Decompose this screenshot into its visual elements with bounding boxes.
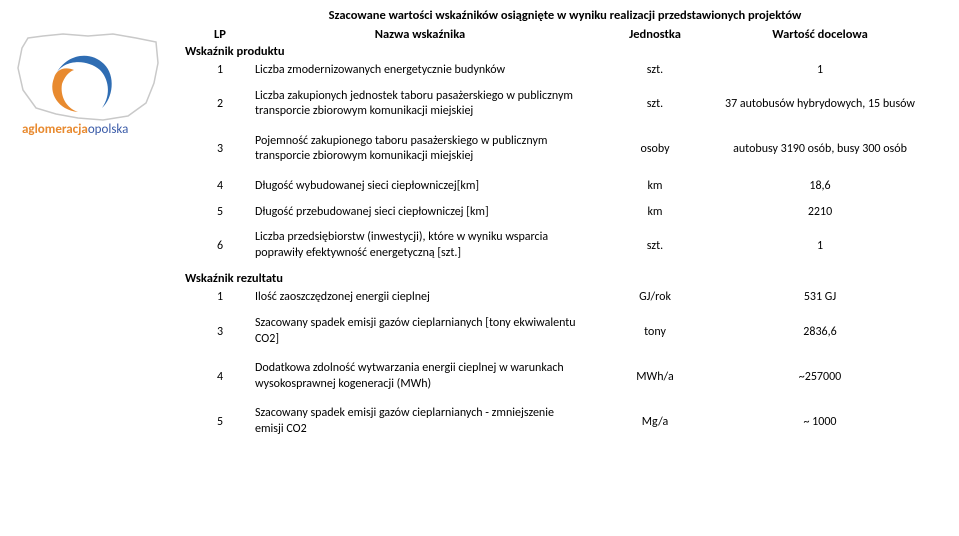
cell-val: 1 [715,239,925,253]
cell-lp: 6 [185,239,255,253]
cell-lp: 4 [185,370,255,384]
header-name: Nazwa wskaźnika [255,27,595,42]
cell-unit: szt. [595,63,715,77]
cell-lp: 5 [185,205,255,219]
table-row: 5 Długość przebudowanej sieci ciepłownic… [185,205,945,221]
logo-label: aglomeracjaopolska [22,122,128,137]
cell-name: Liczba zakupionych jednostek taboru pasa… [255,89,595,120]
cell-unit: szt. [595,97,715,111]
cell-val: 1 [715,63,925,77]
table-row: 1 Ilość zaoszczędzonej energii cieplnej … [185,290,945,306]
logo-label-orange: aglomeracja [22,122,88,137]
cell-name: Długość wybudowanej sieci ciepłowniczej[… [255,179,595,195]
cell-name: Ilość zaoszczędzonej energii cieplnej [255,290,595,306]
cell-val: 2210 [715,205,925,219]
cell-unit: szt. [595,239,715,253]
cell-unit: tony [595,325,715,339]
table-row: 4 Długość wybudowanej sieci ciepłownicze… [185,179,945,195]
cell-unit: osoby [595,142,715,156]
cell-val: 531 GJ [715,290,925,304]
cell-unit: km [595,179,715,193]
table-row: 2 Liczba zakupionych jednostek taboru pa… [185,89,945,120]
header-lp: LP [185,27,255,42]
page-title: Szacowane wartości wskaźników osiągnięte… [185,8,945,23]
cell-unit: MWh/a [595,370,715,384]
content: Szacowane wartości wskaźników osiągnięte… [185,8,945,452]
map-outline [18,34,158,120]
table-row: 4 Dodatkowa zdolność wytwarzania energii… [185,361,945,392]
cell-unit: km [595,205,715,219]
cell-name: Szacowany spadek emisji gazów cieplarnia… [255,406,595,437]
cell-lp: 3 [185,325,255,339]
table-row: 1 Liczba zmodernizowanych energetycznie … [185,63,945,79]
logo-label-blue: opolska [88,122,129,137]
table-row: 3 Szacowany spadek emisji gazów cieplarn… [185,316,945,347]
cell-name: Długość przebudowanej sieci ciepłownicze… [255,205,595,221]
cell-lp: 4 [185,179,255,193]
cell-val: ~257000 [715,370,925,384]
cell-lp: 1 [185,290,255,304]
cell-val: 18,6 [715,179,925,193]
table-header: LP Nazwa wskaźnika Jednostka Wartość doc… [185,27,945,42]
cell-name: Liczba przedsiębiorstw (inwestycji), któ… [255,230,595,261]
swoosh-blue [56,56,112,108]
cell-val: 2836,6 [715,325,925,339]
cell-unit: Mg/a [595,415,715,429]
cell-name: Pojemność zakupionego taboru pasażerskie… [255,134,595,165]
section-result: Wskaźnik rezultatu [185,271,945,286]
table-row: 5 Szacowany spadek emisji gazów cieplarn… [185,406,945,437]
cell-val: autobusy 3190 osób, busy 300 osób [715,142,925,156]
cell-name: Dodatkowa zdolność wytwarzania energii c… [255,361,595,392]
cell-lp: 2 [185,97,255,111]
header-unit: Jednostka [595,27,715,42]
cell-val: ~ 1000 [715,415,925,429]
cell-val: 37 autobusów hybrydowych, 15 busów [715,97,925,111]
logo: aglomeracjaopolska [8,28,178,148]
table-row: 6 Liczba przedsiębiorstw (inwestycji), k… [185,230,945,261]
cell-lp: 5 [185,415,255,429]
section-product: Wskaźnik produktu [185,44,945,59]
cell-lp: 3 [185,142,255,156]
table-row: 3 Pojemność zakupionego taboru pasażersk… [185,134,945,165]
cell-unit: GJ/rok [595,290,715,304]
cell-name: Liczba zmodernizowanych energetycznie bu… [255,63,595,79]
header-val: Wartość docelowa [715,27,925,42]
swoosh-orange [52,68,78,112]
cell-name: Szacowany spadek emisji gazów cieplarnia… [255,316,595,347]
cell-lp: 1 [185,63,255,77]
